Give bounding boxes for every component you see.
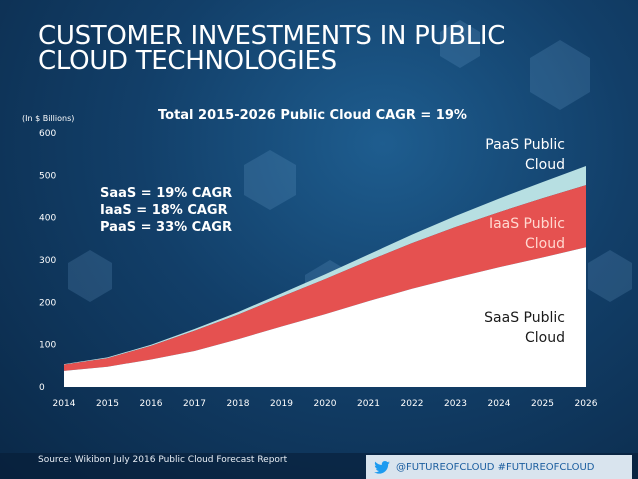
area-paas: [64, 166, 586, 365]
cagr-annotation: PaaS = 33% CAGR: [100, 220, 232, 235]
x-tick-label: 2021: [357, 399, 380, 409]
x-tick-label: 2024: [488, 399, 511, 409]
x-tick-label: 2016: [140, 399, 163, 409]
axes: 0 100 200 300 400 500 600 2014 2015 2016 2017 2018 2…: [39, 129, 598, 409]
series-label: PaaS Public: [485, 137, 565, 153]
source-note: Source: Wikibon July 2016 Public Cloud F…: [38, 455, 288, 465]
x-tick-label: 2020: [314, 399, 337, 409]
x-tick-label: 2015: [96, 399, 119, 409]
y-tick-label: 200: [39, 298, 56, 308]
cagr-annotations: SaaS = 19% CAGR IaaS = 18% CAGR PaaS = 33%…: [100, 186, 232, 235]
y-tick-label: 600: [39, 129, 56, 139]
y-tick-label: 100: [39, 341, 56, 351]
area-saas: [64, 247, 586, 387]
slide-title-line1: CUSTOMER INVESTMENTS IN PUBLIC: [38, 21, 506, 51]
y-axis-label: (In $ Billions): [22, 114, 74, 123]
x-tick-label: 2018: [227, 399, 250, 409]
series-label: IaaS Public: [489, 216, 565, 232]
series-label: Cloud: [525, 330, 565, 346]
slide-title: CUSTOMER INVESTMENTS IN PUBLIC CLOUD TEC…: [38, 21, 506, 76]
cagr-annotation: IaaS = 18% CAGR: [100, 203, 228, 218]
chart-title: Total 2015-2026 Public Cloud CAGR = 19%: [158, 108, 467, 123]
y-tick-label: 300: [39, 256, 56, 266]
x-tick-label: 2017: [183, 399, 206, 409]
x-tick-label: 2022: [401, 399, 424, 409]
y-tick-label: 0: [39, 383, 45, 393]
x-tick-label: 2023: [444, 399, 467, 409]
x-tick-label: 2014: [53, 399, 76, 409]
x-tick-label: 2025: [531, 399, 554, 409]
slide-title-line2: CLOUD TECHNOLOGIES: [38, 46, 337, 76]
area-iaas: [64, 185, 586, 371]
series-label: Cloud: [525, 236, 565, 252]
social-handle: @FUTUREOFCLOUD #FUTUREOFCLOUD: [396, 461, 595, 473]
series-label: SaaS Public: [484, 310, 565, 326]
cagr-annotation: SaaS = 19% CAGR: [100, 186, 232, 201]
y-tick-label: 400: [39, 214, 56, 224]
series-areas: [64, 166, 586, 387]
social-banner[interactable]: @FUTUREOFCLOUD #FUTUREOFCLOUD: [366, 455, 632, 479]
series-label: Cloud: [525, 157, 565, 173]
twitter-bird-icon: [374, 460, 390, 474]
x-tick-label: 2026: [575, 399, 598, 409]
x-tick-label: 2019: [270, 399, 293, 409]
series-labels: SaaS Public Cloud IaaS Public Cloud PaaS Pub…: [484, 137, 565, 346]
y-tick-label: 500: [39, 171, 56, 181]
